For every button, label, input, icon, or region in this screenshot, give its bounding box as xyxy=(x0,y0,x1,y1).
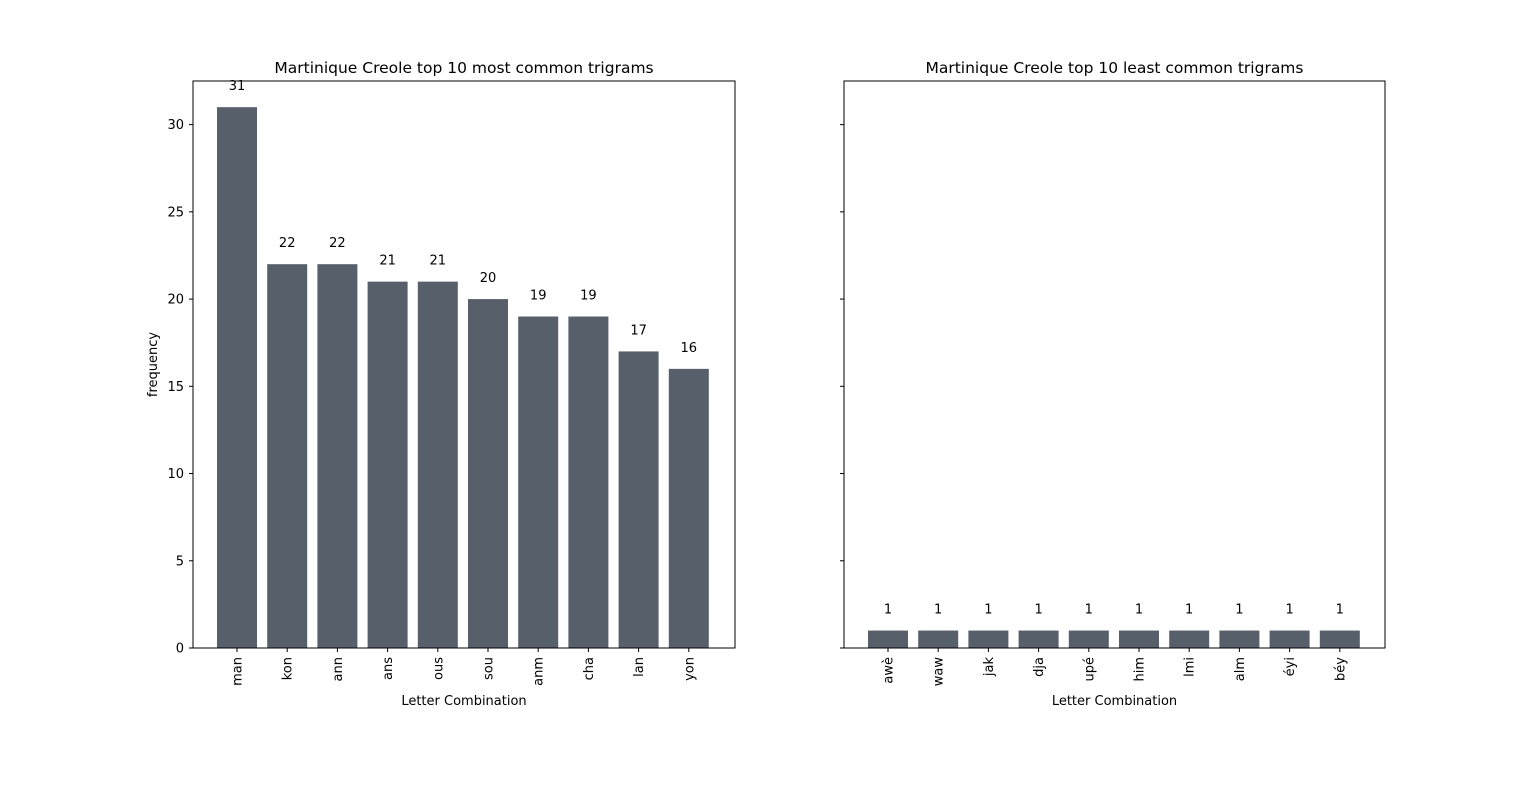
bar-him xyxy=(1119,630,1159,648)
y-tick-label: 15 xyxy=(167,380,184,395)
bar-lmi xyxy=(1169,630,1210,648)
x-tick-label: waw xyxy=(932,657,947,687)
data-label: 1 xyxy=(1034,603,1042,618)
axes-frame xyxy=(843,80,1386,649)
bar-lan xyxy=(618,351,659,648)
data-label: 1 xyxy=(934,603,942,618)
bar-ous xyxy=(417,281,458,648)
axes-frame xyxy=(192,80,736,649)
data-label: 31 xyxy=(229,79,246,94)
bar-yon xyxy=(668,368,709,648)
chart-panel-1: 0 5 10 15 20 25 30 man 31 kon 22 ann 22 ans 21 ous 21 sou… xyxy=(146,59,736,709)
x-tick-label: dja xyxy=(1032,657,1047,677)
y-tick-label: 30 xyxy=(167,118,184,133)
x-tick-label: awè xyxy=(882,657,897,684)
bar-jak xyxy=(968,630,1009,648)
data-label: 1 xyxy=(884,603,892,618)
x-tick-label: ans xyxy=(381,657,396,680)
data-label: 17 xyxy=(630,323,647,338)
bar-waw xyxy=(918,630,959,648)
x-tick-label: jak xyxy=(982,657,997,678)
bar-man xyxy=(217,107,257,649)
data-label: 19 xyxy=(530,289,547,304)
bar-ans xyxy=(367,281,408,648)
x-tick-label: lmi xyxy=(1183,657,1198,677)
data-label: 22 xyxy=(329,236,346,251)
x-tick-label: him xyxy=(1133,657,1148,682)
bar-sou xyxy=(468,299,508,648)
y-tick-label: 0 xyxy=(176,642,184,657)
data-label: 22 xyxy=(279,236,296,251)
x-tick-label: kon xyxy=(281,657,296,680)
bar-dja xyxy=(1018,630,1059,648)
bar-kon xyxy=(267,264,308,648)
x-tick-label: cha xyxy=(582,657,597,680)
x-tick-label: alm xyxy=(1233,657,1248,681)
data-label: 1 xyxy=(1235,603,1243,618)
x-tick-label: man xyxy=(231,657,246,686)
data-label: 19 xyxy=(580,289,597,304)
x-tick-label: anm xyxy=(532,657,547,686)
x-tick-label: lan xyxy=(632,657,647,677)
chart-title: Martinique Creole top 10 least common tr… xyxy=(925,59,1303,77)
x-axis-label: Letter Combination xyxy=(401,694,526,709)
y-tick-label: 20 xyxy=(167,293,184,308)
data-label: 21 xyxy=(379,254,396,269)
x-tick-label: yon xyxy=(682,657,697,681)
bar-upé xyxy=(1068,630,1109,648)
y-tick-label: 10 xyxy=(167,467,184,482)
x-tick-label: sou xyxy=(482,657,497,680)
data-label: 1 xyxy=(984,603,992,618)
data-label: 1 xyxy=(1285,603,1293,618)
bar-ann xyxy=(317,264,358,648)
y-tick-label: 25 xyxy=(167,205,184,220)
x-tick-label: ous xyxy=(431,657,446,680)
data-label: 21 xyxy=(430,254,447,269)
data-label: 1 xyxy=(1085,603,1093,618)
x-tick-label: béy xyxy=(1333,657,1348,681)
y-axis-label: frequency xyxy=(146,332,161,398)
chart-title: Martinique Creole top 10 most common tri… xyxy=(274,59,653,77)
bar-cha xyxy=(568,316,609,648)
bar-awè xyxy=(868,630,908,648)
x-tick-label: éyi xyxy=(1283,657,1298,676)
bar-alm xyxy=(1219,630,1260,648)
data-label: 20 xyxy=(480,271,497,286)
bar-anm xyxy=(518,316,559,648)
bar-béy xyxy=(1319,630,1360,648)
bar-éyi xyxy=(1269,630,1310,648)
x-tick-label: ann xyxy=(331,657,346,681)
chart-panel-2: awè 1 waw 1 jak 1 dja 1 upé 1 him 1 lmi 1 alm 1 éyi 1 béy 1… xyxy=(840,59,1386,709)
data-label: 1 xyxy=(1135,603,1143,618)
x-tick-label: upé xyxy=(1082,657,1097,682)
data-label: 1 xyxy=(1336,603,1344,618)
x-axis-label: Letter Combination xyxy=(1052,694,1177,709)
data-label: 1 xyxy=(1185,603,1193,618)
y-tick-label: 5 xyxy=(176,554,184,569)
data-label: 16 xyxy=(681,341,698,356)
